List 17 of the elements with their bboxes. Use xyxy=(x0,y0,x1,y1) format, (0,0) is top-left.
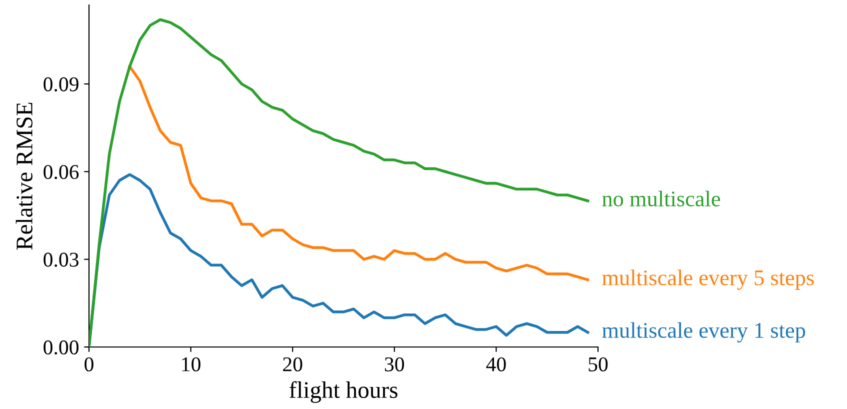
x-tick-label: 20 xyxy=(283,357,302,372)
y-axis-title: Relative RMSE xyxy=(16,102,32,250)
x-tick-label: 50 xyxy=(588,357,608,372)
y-tick-label: 0.09 xyxy=(44,77,78,92)
x-axis-title: flight hours xyxy=(289,381,398,403)
x-tick-label: 0 xyxy=(84,357,94,372)
line-series xyxy=(89,18,590,347)
y-tick-label: 0.00 xyxy=(44,340,78,355)
series-label: no multiscale xyxy=(602,190,720,206)
series-label: multiscale every 5 steps xyxy=(602,270,814,290)
x-tick-label: 30 xyxy=(384,357,404,372)
line-series xyxy=(128,64,590,282)
x-tick-label: 40 xyxy=(486,357,506,372)
x-tick-label: 10 xyxy=(182,357,200,372)
y-tick-label: 0.06 xyxy=(44,164,79,180)
y-tick-label: 0.03 xyxy=(44,252,78,267)
series-label: multiscale every 1 step xyxy=(602,322,806,342)
